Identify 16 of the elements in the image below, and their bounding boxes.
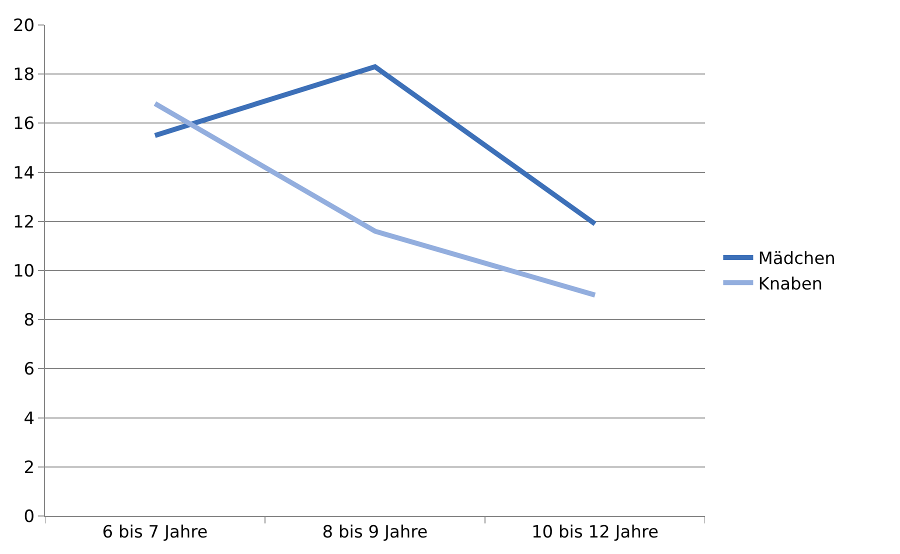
y-tick-label: 8: [24, 310, 35, 331]
y-tick-label: 10: [12, 261, 35, 282]
y-tick-label: 12: [12, 212, 35, 232]
y-tick-label: 16: [12, 114, 35, 134]
y-tick-label: 2: [24, 458, 35, 478]
x-tick-label: 8 bis 9 Jahre: [322, 522, 428, 542]
x-tick-label: 10 bis 12 Jahre: [531, 522, 659, 542]
y-tick-label: 18: [12, 65, 35, 86]
y-tick-label: 14: [12, 163, 35, 184]
x-tick-label: 6 bis 7 Jahre: [102, 522, 208, 542]
y-tick-label: 20: [12, 16, 35, 36]
legend-label: Knaben: [758, 274, 823, 294]
y-tick-label: 0: [24, 506, 35, 527]
y-tick-label: 6: [24, 360, 35, 380]
y-tick-label: 4: [24, 408, 35, 429]
legend-label: Mädchen: [758, 249, 836, 270]
